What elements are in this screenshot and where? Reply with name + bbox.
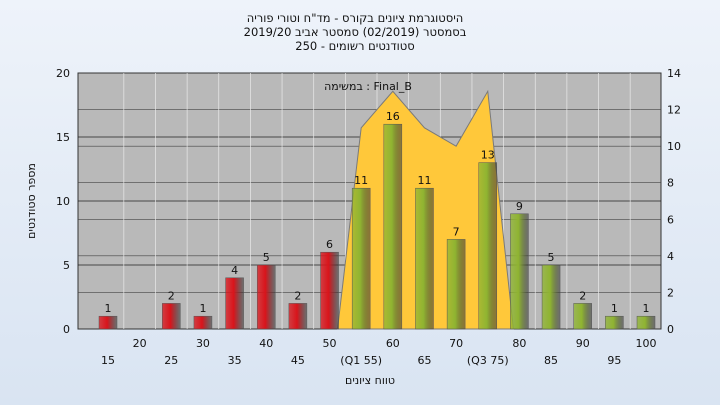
x-tick-label: 90 (576, 337, 590, 350)
bar-85 (541, 264, 561, 330)
chart-annotation: במשימה : Final_B (324, 80, 412, 93)
bar-value-label: 9 (516, 200, 523, 213)
chart-title: היסטוגרמת ציונים בקורס - מד"ח וטורי פורי… (244, 11, 467, 53)
x-tick-label: 100 (636, 337, 657, 350)
bar-15 (98, 315, 118, 330)
x-axis-title: טווח ציונים (345, 374, 395, 387)
x-tick-label: (Q3 75) (467, 354, 509, 367)
x-tick-label: 40 (259, 337, 273, 350)
x-tick-label: 15 (101, 354, 115, 367)
x-tick-label: 80 (512, 337, 526, 350)
y-axis-left: 0 5 10 15 20 (56, 67, 70, 336)
bar-(Q3 75) (478, 162, 498, 330)
y-tick-label: 0 (63, 323, 70, 336)
x-tick-label: 45 (291, 354, 305, 367)
x-tick-label: 30 (196, 337, 210, 350)
x-tick-label: (Q1 55) (340, 354, 382, 367)
bar-25 (162, 303, 181, 330)
bar-35 (225, 277, 244, 330)
title-line-2: בסמסטר (02/2019) סמסטר אביב 2019/20 (244, 25, 467, 39)
y2-tick-label: 10 (667, 140, 681, 153)
bar-value-label: 16 (386, 110, 400, 123)
bar-value-label: 6 (326, 238, 333, 251)
x-tick-label: 70 (449, 337, 463, 350)
x-axis: 15 20 25 30 35 40 45 50(Q1 55) 60 65 70 (Q3 75)80 85… (101, 337, 657, 367)
bar-95 (605, 315, 624, 330)
bar-value-label: 1 (611, 302, 618, 315)
bar-40 (256, 264, 276, 330)
y-tick-label: 5 (63, 259, 70, 272)
bar-series (98, 123, 656, 330)
y-axis-title: מספר סטודנטים (25, 163, 38, 239)
y2-tick-label: 12 (667, 104, 681, 117)
title-line-3: סטודנטים רשומים - 250 (295, 39, 414, 53)
bar-60 (383, 123, 403, 330)
bar-value-label: 13 (481, 149, 495, 162)
x-tick-label: 50 (323, 337, 337, 350)
bar-90 (573, 303, 592, 330)
bar-100 (636, 315, 656, 330)
y-tick-label: 15 (56, 131, 70, 144)
bar-value-label: 2 (294, 289, 301, 302)
y-axis-right: 0 2 4 6 8 10 12 14 (667, 67, 681, 336)
title-line-1: היסטוגרמת ציונים בקורס - מד"ח וטורי פורי… (247, 11, 464, 25)
y2-tick-label: 14 (667, 67, 681, 80)
bar-value-label: 4 (231, 264, 238, 277)
x-tick-label: 85 (544, 354, 558, 367)
x-tick-label: 65 (417, 354, 431, 367)
bar-value-label: 5 (548, 251, 555, 264)
bar-(Q1 55) (351, 187, 371, 330)
bar-65 (415, 187, 434, 330)
bar-value-label: 1 (105, 302, 112, 315)
bar-80 (510, 213, 529, 330)
bar-value-label: 2 (579, 289, 586, 302)
x-tick-label: 95 (607, 354, 621, 367)
bar-value-label: 11 (354, 174, 368, 187)
x-tick-label: 25 (164, 354, 178, 367)
bar-value-label: 11 (417, 174, 431, 187)
bar-30 (193, 315, 213, 330)
bar-70 (446, 239, 466, 330)
y2-tick-label: 2 (667, 286, 674, 299)
y2-tick-label: 8 (667, 177, 674, 190)
x-tick-label: 60 (386, 337, 400, 350)
bar-value-label: 5 (263, 251, 270, 264)
y2-tick-label: 6 (667, 213, 674, 226)
x-tick-label: 20 (133, 337, 147, 350)
bar-50 (320, 251, 339, 330)
y-tick-label: 10 (56, 195, 70, 208)
y2-tick-label: 4 (667, 250, 674, 263)
bar-value-label: 1 (643, 302, 650, 315)
x-tick-label: 35 (228, 354, 242, 367)
bar-value-label: 2 (168, 289, 175, 302)
bar-value-label: 1 (199, 302, 206, 315)
bar-45 (288, 303, 308, 330)
y-tick-label: 20 (56, 67, 70, 80)
bar-value-label: 7 (453, 225, 460, 238)
y2-tick-label: 0 (667, 323, 674, 336)
